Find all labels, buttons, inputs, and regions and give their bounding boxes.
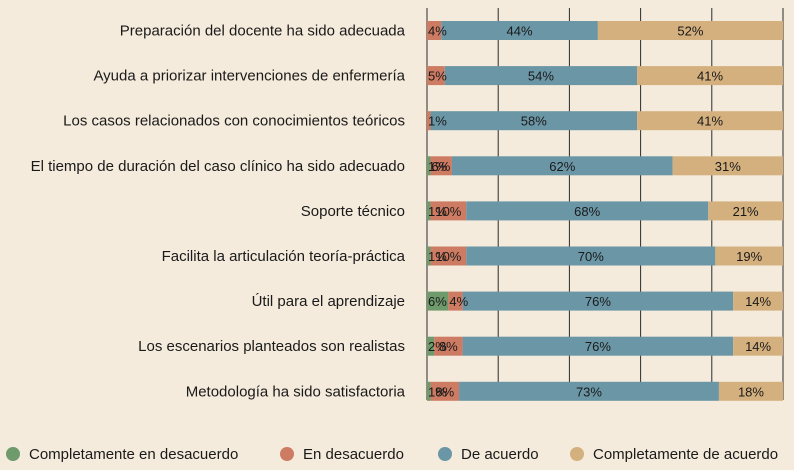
segment-label: 52%: [677, 24, 703, 39]
legend-swatch: [280, 447, 294, 461]
bar-segment: [718, 381, 783, 401]
category-label: Soporte técnico: [301, 203, 405, 220]
bar-segment: [733, 336, 783, 356]
segment-label: 44%: [507, 24, 533, 39]
segment-label: 76%: [585, 339, 611, 354]
segment-label: 10%: [435, 204, 461, 219]
bar-segment: [637, 111, 783, 131]
segment-label: 18%: [738, 384, 764, 399]
legend-label: Completamente de acuerdo: [593, 446, 778, 463]
bar-segment: [672, 156, 783, 176]
category-label: Facilita la articulación teoría-práctica: [162, 248, 406, 265]
segment-label: 68%: [574, 204, 600, 219]
legend-swatch: [438, 447, 452, 461]
legend-swatch: [570, 447, 584, 461]
bar-segments: [427, 21, 783, 401]
bar-segment: [427, 66, 445, 86]
bar-segment: [448, 291, 463, 311]
bar-segment: [427, 21, 442, 40]
legend-item: De acuerdo: [438, 446, 539, 463]
segment-label: 76%: [585, 294, 611, 309]
segment-label: 10%: [435, 249, 461, 264]
legend-item: Completamente en desacuerdo: [6, 446, 238, 463]
bar-segment: [430, 201, 467, 221]
segment-labels: 4% 44% 52%5% 54% 41%1% 58% 41%1%6% 62% 31%1%10% 6…: [428, 24, 772, 400]
segment-label: 1%: [428, 204, 447, 219]
bar-segment: [708, 201, 783, 221]
category-label: Preparación del docente ha sido adecuada: [120, 23, 406, 40]
bar-segment: [427, 156, 431, 176]
segment-label: 8%: [439, 339, 458, 354]
category-label: Útil para el aprendizaje: [252, 293, 405, 310]
segment-label: 5%: [428, 69, 447, 84]
category-label: Ayuda a priorizar intervenciones de enfe…: [93, 68, 405, 85]
segment-label: 2%: [428, 339, 447, 354]
bar-segment: [637, 66, 783, 86]
bar-segment: [441, 21, 598, 40]
segment-label: 1%: [428, 159, 447, 174]
bar-segment: [427, 246, 431, 266]
bar-segment: [427, 201, 431, 221]
bar-segment: [451, 156, 673, 176]
segment-label: 6%: [428, 294, 447, 309]
bar-segment: [459, 381, 719, 401]
segment-label: 31%: [715, 159, 741, 174]
segment-label: 62%: [549, 159, 575, 174]
bar-segment: [462, 336, 734, 356]
segment-label: 4%: [449, 294, 468, 309]
bar-segment: [430, 156, 452, 176]
bar-segment: [715, 246, 783, 266]
legend-label: De acuerdo: [461, 446, 539, 463]
bar-segment: [434, 336, 463, 356]
category-label: Los casos relacionados con conocimientos…: [63, 113, 405, 130]
legend-swatch: [6, 447, 20, 461]
bar-segment: [430, 111, 638, 131]
legend-item: Completamente de acuerdo: [570, 446, 778, 463]
category-label: Metodología ha sido satisfactoria: [186, 383, 406, 400]
bar-segment: [427, 111, 431, 131]
bar-segment: [427, 336, 435, 356]
segment-label: 6%: [432, 159, 451, 174]
bar-segment: [427, 381, 431, 401]
segment-label: 8%: [435, 384, 454, 399]
segment-label: 1%: [428, 249, 447, 264]
bar-segment: [430, 246, 467, 266]
legend-label: En desacuerdo: [303, 446, 404, 463]
segment-label: 14%: [745, 294, 771, 309]
segment-label: 70%: [578, 249, 604, 264]
bar-segment: [597, 21, 783, 40]
legend-item: En desacuerdo: [280, 446, 404, 463]
legend: Completamente en desacuerdo En desacuerdo…: [6, 446, 778, 463]
bar-segment: [462, 291, 734, 311]
segment-label: 21%: [733, 204, 759, 219]
category-labels: Preparación del docente ha sido adecuada…: [31, 23, 406, 401]
category-label: El tiempo de duración del caso clínico h…: [31, 158, 405, 175]
bar-segment: [733, 291, 783, 311]
segment-label: 54%: [528, 69, 554, 84]
segment-label: 41%: [697, 69, 723, 84]
segment-label: 19%: [736, 249, 762, 264]
bar-segment: [466, 201, 709, 221]
category-label: Los escenarios planteados son realistas: [138, 338, 405, 355]
segment-label: 58%: [521, 114, 547, 129]
bar-segment: [427, 291, 449, 311]
segment-label: 14%: [745, 339, 771, 354]
segment-label: 73%: [576, 384, 602, 399]
segment-label: 1%: [428, 114, 447, 129]
segment-label: 1%: [428, 384, 447, 399]
segment-label: 4%: [428, 24, 447, 39]
bar-segment: [444, 66, 638, 86]
bar-segment: [466, 246, 716, 266]
segment-label: 41%: [697, 114, 723, 129]
legend-label: Completamente en desacuerdo: [29, 446, 238, 463]
bar-segment: [430, 381, 460, 401]
